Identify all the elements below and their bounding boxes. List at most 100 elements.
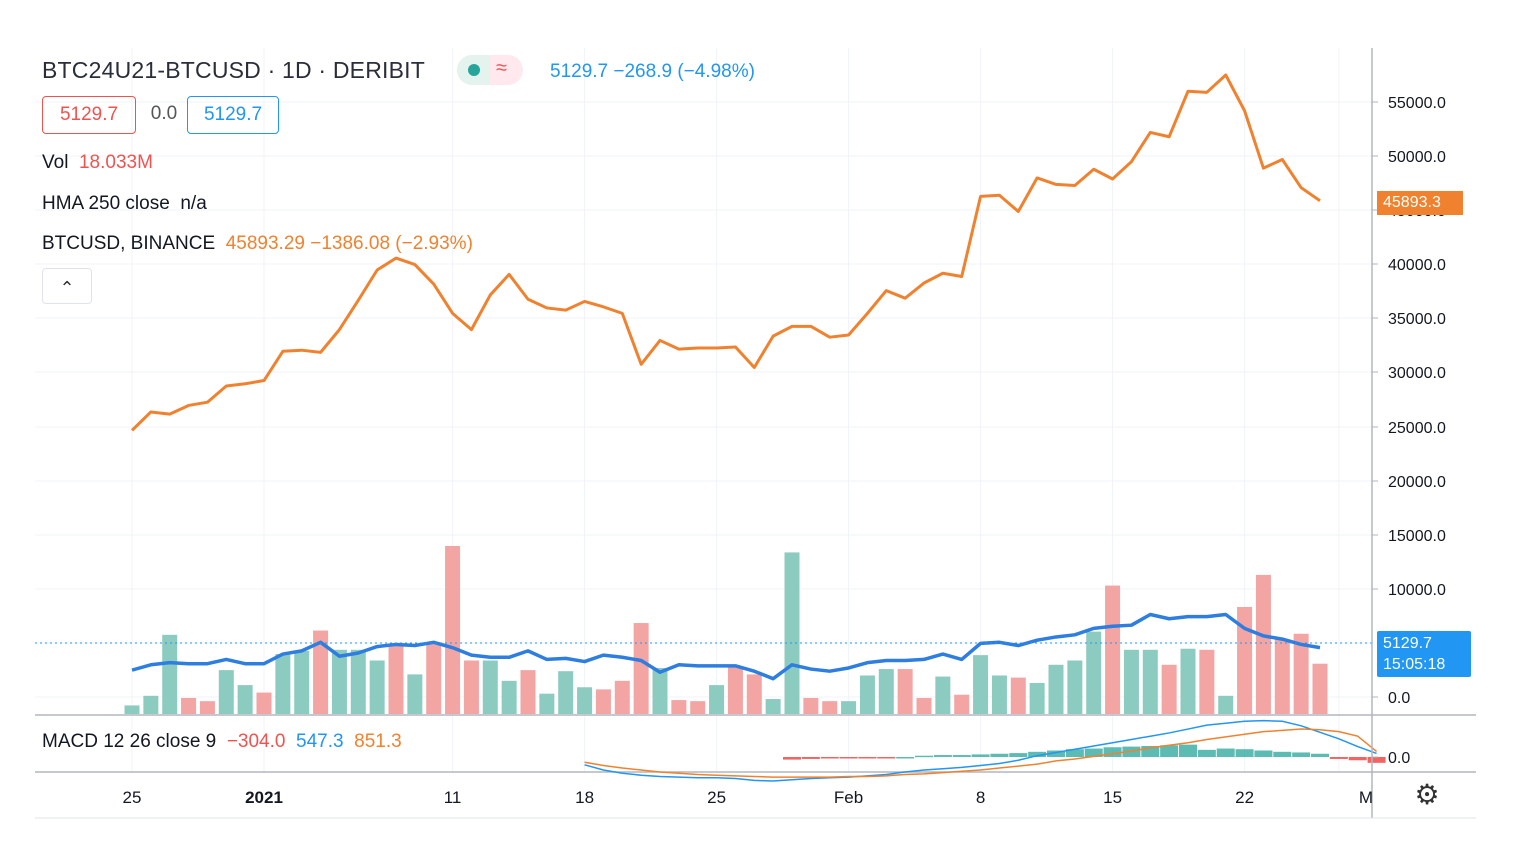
macd-hist-bar	[1197, 749, 1216, 757]
volume-bar	[991, 675, 1007, 714]
macd-hist-bar	[1009, 753, 1028, 757]
price-tick-label: 15000.0	[1388, 528, 1446, 545]
quote-price-tag: 5129.7 15:05:18	[1377, 631, 1471, 677]
macd-hist-bar	[858, 757, 877, 759]
market-open-indicator	[457, 55, 490, 85]
macd-hist-value: −304.0	[226, 731, 286, 752]
volume-bar	[199, 701, 215, 714]
volume-bar	[350, 649, 366, 714]
volume-bar	[256, 692, 272, 714]
volume-bar	[1237, 606, 1253, 714]
time-tick-label: 11	[444, 788, 462, 807]
delayed-data-icon: ≈	[496, 57, 507, 79]
time-tick-label: 2021	[245, 788, 283, 807]
time-tick-label: 15	[1103, 788, 1122, 807]
hma-legend[interactable]: HMA 250 close n/a	[42, 193, 207, 215]
macd-line-value: 547.3	[296, 731, 344, 752]
sell-price-button[interactable]: 5129.7	[42, 96, 136, 134]
macd-hist-bar	[1047, 750, 1065, 757]
price-tick-label: 0.0	[1388, 690, 1410, 707]
macd-hist-bar	[952, 755, 971, 757]
volume-bar	[331, 649, 347, 714]
volume-bar	[690, 701, 706, 714]
macd-hist-bar	[1235, 749, 1254, 757]
macd-hist-bar	[783, 757, 801, 760]
price-line	[35, 73, 1372, 644]
volume-bar	[784, 552, 800, 714]
volume-bar	[746, 674, 762, 714]
volume-bar	[237, 685, 253, 714]
macd-hist-bar	[1292, 752, 1311, 757]
volume-legend[interactable]: Vol 18.033M	[42, 152, 153, 174]
volume-bar	[973, 655, 989, 714]
volume-bar	[1142, 649, 1158, 714]
volume-bar	[445, 546, 461, 714]
macd-hist-bar	[1179, 744, 1197, 757]
buy-price-button[interactable]: 5129.7	[187, 96, 279, 134]
macd-hist-bar	[1329, 757, 1348, 759]
macd-hist-bar	[820, 757, 839, 759]
time-tick-label: Feb	[834, 788, 863, 807]
volume-bar	[614, 680, 630, 714]
axes: 55000.050000.045000.040000.035000.030000…	[35, 48, 1476, 819]
volume-ma	[131, 612, 1321, 681]
volume-bar	[463, 660, 479, 714]
compare-legend[interactable]: BTCUSD, BINANCE 45893.29 −1386.08 (−2.93…	[42, 233, 473, 255]
volume-bar	[878, 669, 894, 714]
volume-label: Vol	[42, 152, 69, 173]
hma-label: HMA 250 close	[42, 193, 170, 214]
last-price-tag: 45893.3	[1377, 191, 1463, 215]
macd-signal-line	[584, 728, 1378, 778]
price-tick-label: 30000.0	[1388, 365, 1446, 382]
settings-gear-icon[interactable]: ⚙	[1414, 779, 1440, 810]
macd-pane	[35, 714, 1476, 782]
volume-bar	[803, 697, 819, 714]
market-status[interactable]: ≈	[457, 55, 523, 85]
time-tick-label: M	[1359, 788, 1373, 807]
volume-bar	[539, 693, 555, 714]
volume-bar	[916, 697, 932, 714]
time-tick-label: 8	[976, 788, 985, 807]
macd-tick-label: 0.0	[1388, 750, 1410, 767]
volume-bar	[1067, 660, 1083, 714]
macd-hist-bar	[1084, 748, 1103, 757]
volume-bar	[275, 654, 291, 714]
symbol-title[interactable]: BTC24U21-BTCUSD · 1D · DERIBIT	[42, 57, 426, 83]
time-tick-label: 25	[123, 788, 142, 807]
time-tick-label: 22	[1235, 788, 1254, 807]
macd-hist-bar	[1273, 751, 1292, 757]
macd-hist-bar	[1103, 747, 1122, 757]
volume-bar	[558, 671, 574, 714]
volume-bar	[1161, 664, 1177, 714]
macd-hist-bar	[1141, 745, 1160, 757]
volume-bar	[1293, 633, 1309, 714]
volume-bar	[294, 650, 310, 714]
volume-bar	[1105, 585, 1121, 714]
volume-bar	[1086, 631, 1102, 714]
volume-value: 18.033M	[78, 152, 153, 173]
volume-bar	[218, 670, 234, 714]
volume-bar	[501, 680, 517, 714]
volume-bar	[577, 687, 593, 714]
volume-bar	[841, 701, 857, 714]
btcusd-line	[130, 73, 1321, 432]
price-tick-label: 25000.0	[1388, 420, 1446, 437]
volume-bar	[1199, 649, 1215, 714]
volume-ma-line	[131, 612, 1321, 681]
macd-hist-bar	[1311, 753, 1329, 757]
volume-bar	[369, 660, 385, 714]
hma-value: n/a	[180, 193, 207, 214]
volume-bar	[1010, 677, 1026, 714]
volume-bar	[162, 634, 178, 714]
macd-legend[interactable]: MACD 12 26 close 9 −304.0 547.3 851.3	[42, 731, 402, 753]
collapse-legend-button[interactable]: ⌃	[42, 268, 92, 304]
volume-bar	[520, 670, 536, 714]
macd-hist-bar	[1216, 748, 1235, 757]
macd-hist-bar	[915, 755, 933, 758]
volume-bar	[859, 675, 875, 714]
macd-hist-bar	[1160, 745, 1179, 757]
volume-bar	[313, 630, 329, 714]
volume-bar	[1180, 648, 1196, 714]
